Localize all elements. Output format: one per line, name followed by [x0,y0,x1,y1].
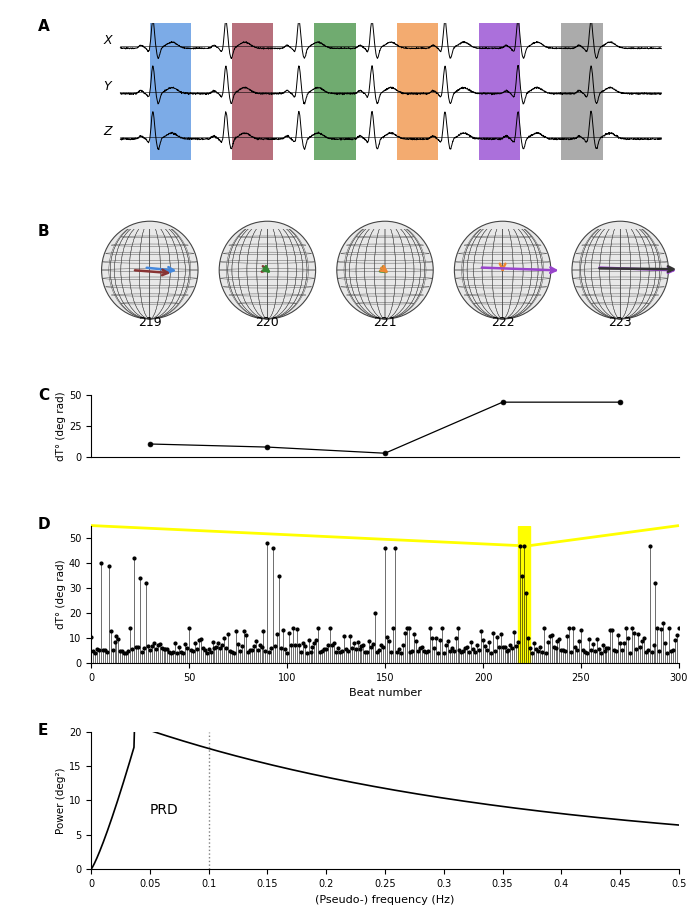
Text: B: B [38,224,50,239]
Bar [232,23,273,160]
Bar [518,525,530,663]
Ellipse shape [454,221,551,319]
Text: E: E [38,724,48,738]
Text: 219: 219 [138,317,162,329]
Text: $Z$: $Z$ [103,125,114,138]
Y-axis label: dT° (deg rad): dT° (deg rad) [56,559,66,630]
Ellipse shape [102,221,198,319]
Ellipse shape [337,221,433,319]
Ellipse shape [572,221,668,319]
Text: 222: 222 [491,317,514,329]
Text: 220: 220 [256,317,279,329]
Y-axis label: dT° (deg rad): dT° (deg rad) [56,392,66,461]
Text: 221: 221 [373,317,397,329]
Text: D: D [38,517,50,533]
Text: C: C [38,388,49,403]
Text: A: A [38,18,50,34]
X-axis label: Beat number: Beat number [349,688,421,698]
X-axis label: (Pseudo-) frequency (Hz): (Pseudo-) frequency (Hz) [315,895,455,905]
Bar [561,23,603,160]
Ellipse shape [219,221,316,319]
Bar [479,23,520,160]
Bar [150,23,191,160]
Bar [314,23,356,160]
Text: $Y$: $Y$ [103,80,113,92]
Bar [397,23,438,160]
Text: 223: 223 [608,317,632,329]
Text: PRD: PRD [150,803,178,817]
Y-axis label: Power (deg²): Power (deg²) [56,768,66,834]
Text: $X$: $X$ [103,34,114,48]
